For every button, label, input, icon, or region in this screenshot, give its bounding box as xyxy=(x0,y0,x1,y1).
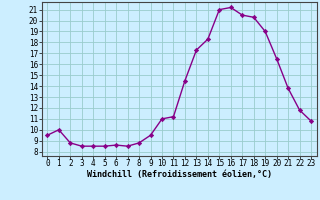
X-axis label: Windchill (Refroidissement éolien,°C): Windchill (Refroidissement éolien,°C) xyxy=(87,170,272,179)
